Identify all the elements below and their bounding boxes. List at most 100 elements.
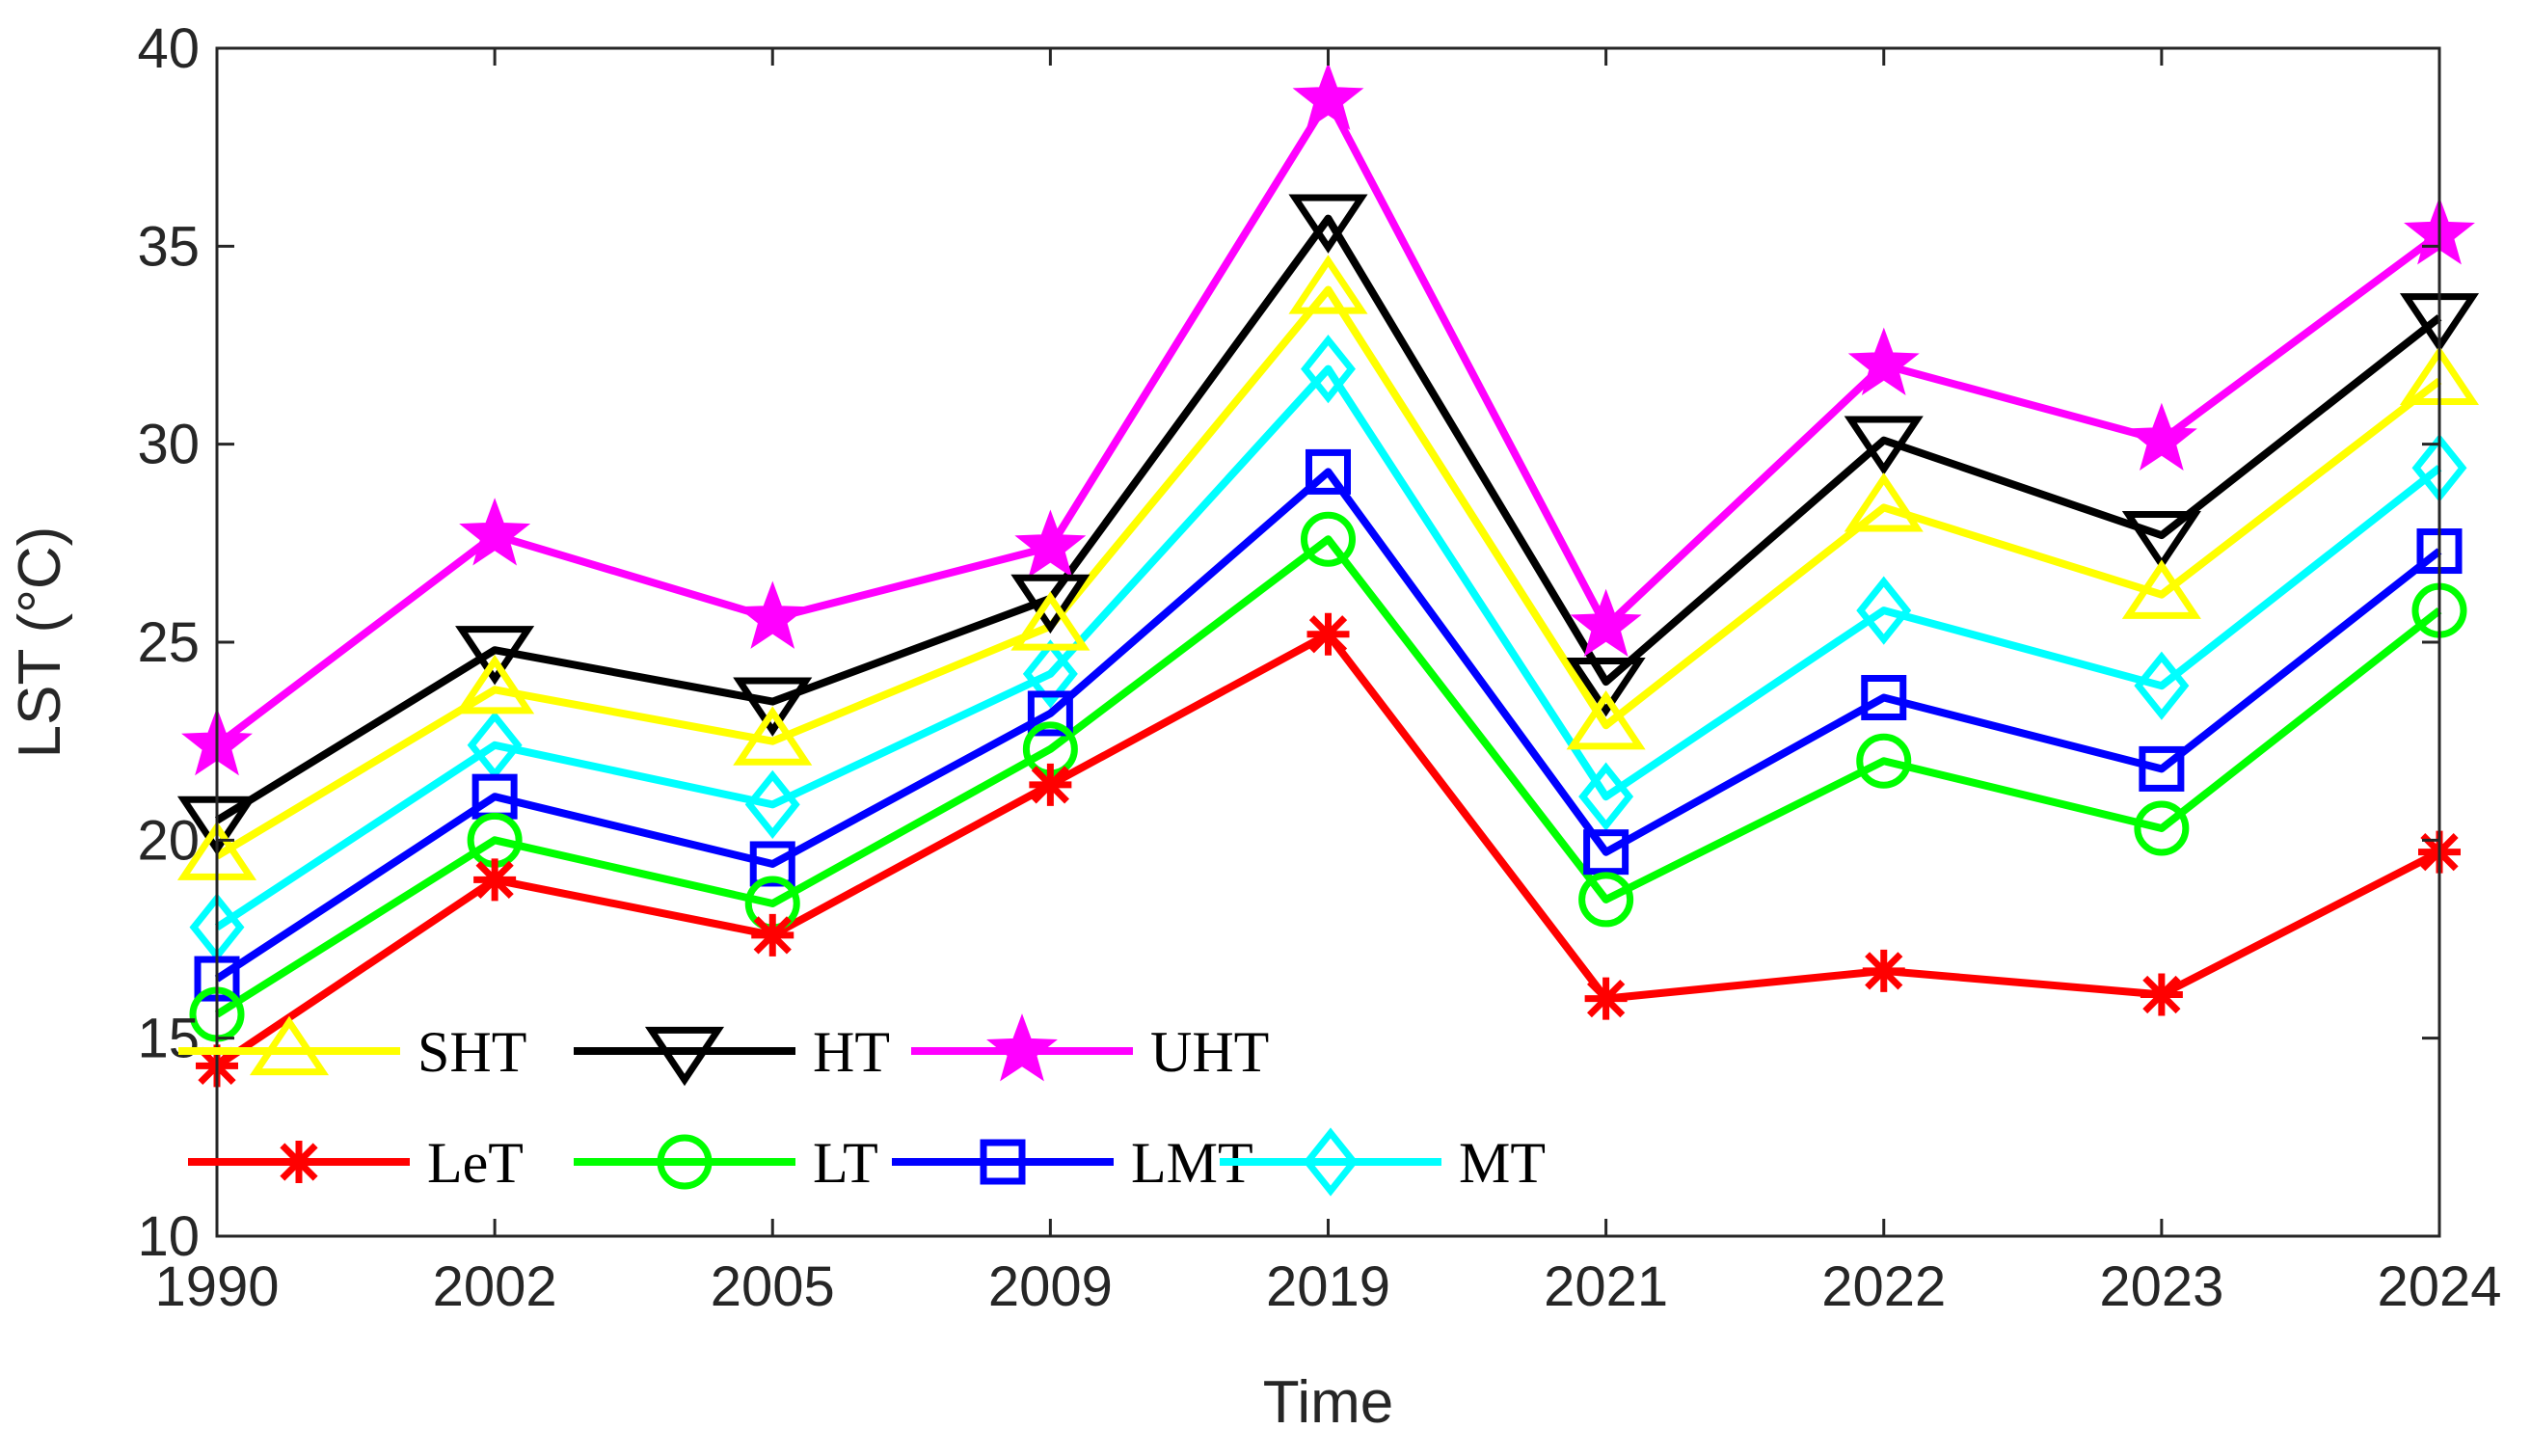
- point-uht-2002: [459, 498, 531, 566]
- line-sht: [214, 285, 2442, 860]
- point-ht-2021: [1566, 657, 1646, 717]
- legend-marker-mt: [1303, 1127, 1359, 1197]
- line-lmt: [214, 468, 2442, 983]
- legend-marker-ht: [644, 1026, 725, 1087]
- series-markers: [176, 62, 2480, 1088]
- line-lt: [214, 535, 2442, 1018]
- point-let-2021-d2: [1586, 979, 1626, 1018]
- y-tick-label-35: 35: [137, 215, 200, 278]
- point-uht-2009: [1014, 509, 1087, 578]
- y-tick-label-25: 25: [137, 611, 200, 674]
- legend-label-uht: UHT: [1150, 1020, 1269, 1084]
- point-let-2002-d2: [475, 860, 514, 900]
- point-let-2022-d2: [1865, 952, 1903, 990]
- x-tick-label-2023: 2023: [2099, 1255, 2223, 1318]
- point-uht-2022: [1847, 327, 1920, 396]
- x-tick-label-2009: 2009: [988, 1255, 1113, 1318]
- x-tick-label-1990: 1990: [154, 1255, 279, 1318]
- point-uht-2005: [737, 580, 809, 649]
- point-mt-2021: [1578, 762, 1634, 831]
- legend-item-lt: LT: [574, 1131, 878, 1195]
- point-let-2009-d2: [1031, 766, 1070, 804]
- x-axis-title: Time: [1263, 1369, 1393, 1436]
- point-sht-2021: [1566, 689, 1646, 750]
- series-lines: [214, 95, 2442, 1069]
- point-lt-2021: [1578, 872, 1634, 928]
- point-ht-2023: [2121, 511, 2201, 571]
- markers-mt: [189, 335, 2467, 962]
- point-uht-2023: [2125, 402, 2197, 472]
- x-tick-label-2024: 2024: [2377, 1255, 2501, 1318]
- x-tick-label-2019: 2019: [1266, 1255, 1390, 1318]
- point-mt-2023: [2134, 651, 2190, 720]
- point-lt-2022: [1856, 733, 1912, 789]
- legend-label-mt: MT: [1459, 1131, 1546, 1195]
- point-ht-2009: [1010, 574, 1090, 634]
- point-ht-2019: [1288, 194, 1368, 254]
- point-mt-2019: [1301, 335, 1356, 404]
- point-sht-2023: [2121, 559, 2201, 619]
- point-ht-2022: [1844, 416, 1924, 475]
- point-sht-2005: [733, 706, 813, 766]
- markers-ht: [176, 194, 2480, 856]
- legend-marker-uht: [986, 1013, 1058, 1082]
- point-mt-2022: [1856, 576, 1912, 645]
- point-lt-2019: [1301, 511, 1356, 567]
- point-ht-2005: [733, 677, 813, 737]
- point-let-2005-d2: [753, 916, 792, 955]
- point-ht-2002: [455, 626, 535, 686]
- point-lmt-2019: [1306, 448, 1351, 495]
- point-lmt-2022: [1861, 674, 1907, 720]
- legend-label-let: LeT: [427, 1131, 524, 1195]
- legend-marker-let-d2: [280, 1143, 318, 1181]
- point-mt-2005: [744, 769, 800, 839]
- legend-marker-lmt: [980, 1139, 1026, 1185]
- y-tick-label-10: 10: [137, 1205, 200, 1268]
- point-let-2023-d2: [2142, 975, 2181, 1014]
- point-lmt-2009: [1027, 690, 1073, 737]
- y-axis-title: LST (°C): [7, 526, 73, 759]
- axis-ticks: 10 15 20 25 30 35 40 1990 2002 2005 2009 2019 2021 20…: [137, 17, 2501, 1318]
- point-lmt-2021: [1583, 829, 1629, 876]
- legend-marker-sht: [249, 1015, 330, 1076]
- line-mt: [214, 364, 2442, 931]
- point-lmt-2005: [749, 841, 795, 887]
- legend-item-sht: SHT: [178, 1015, 526, 1084]
- y-tick-label-15: 15: [137, 1008, 200, 1070]
- point-sht-2002: [455, 654, 535, 715]
- legend-item-uht: UHT: [911, 1013, 1269, 1084]
- point-let-2019-d2: [1308, 615, 1348, 654]
- point-uht-2019: [1292, 62, 1364, 130]
- point-mt-2009: [1022, 639, 1078, 709]
- legend-marker-lt: [657, 1134, 713, 1190]
- legend-label-lt: LT: [813, 1131, 878, 1195]
- point-let-2009: [1029, 763, 1072, 806]
- x-tick-label-2002: 2002: [433, 1255, 557, 1318]
- x-tick-label-2021: 2021: [1544, 1255, 1668, 1318]
- legend-item-ht: HT: [574, 1020, 890, 1087]
- point-let-2022: [1862, 949, 1905, 992]
- legend-label-ht: HT: [813, 1020, 890, 1084]
- point-sht-2022: [1844, 472, 1924, 532]
- point-let-2023: [2140, 973, 2183, 1016]
- y-tick-label-40: 40: [137, 17, 200, 80]
- x-tick-label-2005: 2005: [711, 1255, 835, 1318]
- point-lt-2023: [2134, 800, 2190, 856]
- y-tick-label-20: 20: [137, 809, 200, 872]
- line-ht: [214, 214, 2442, 824]
- point-lmt-2023: [2139, 745, 2185, 792]
- point-sht-2009: [1010, 591, 1090, 651]
- point-let-2002: [473, 858, 517, 902]
- point-sht-2019: [1288, 255, 1368, 314]
- y-tick-label-30: 30: [137, 414, 200, 476]
- legend-item-let: LeT: [188, 1131, 524, 1195]
- point-let-2021: [1584, 977, 1628, 1020]
- legend-marker-let: [278, 1141, 320, 1183]
- point-let-2019: [1306, 612, 1350, 656]
- legend-item-mt: MT: [1220, 1127, 1546, 1197]
- point-let-2005: [751, 913, 794, 957]
- point-uht-2021: [1570, 588, 1642, 658]
